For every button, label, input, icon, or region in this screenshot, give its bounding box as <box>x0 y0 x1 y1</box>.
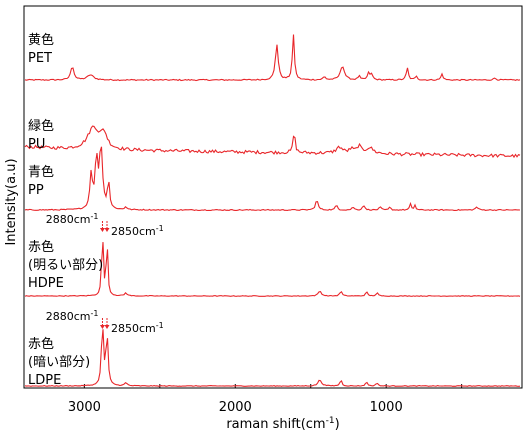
peak-arrow-head <box>104 325 110 329</box>
spectrum-line-2 <box>24 146 521 212</box>
series-label: PU <box>28 137 45 152</box>
x-axis-title: raman shift(cm-1) <box>226 416 339 432</box>
series-label: 黄色 <box>28 32 54 48</box>
series-label: 青色 <box>28 164 54 180</box>
series-label: PET <box>28 51 52 66</box>
peak-annotation: 2880cm-1 <box>46 212 99 226</box>
peak-arrow-head <box>104 228 110 232</box>
series-label: PP <box>28 183 44 198</box>
peak-annotation: 2850cm-1 <box>111 321 164 335</box>
series-label: (明るい部分) <box>28 258 103 273</box>
spectrum-line-3 <box>24 242 521 297</box>
spectrum-line-0 <box>24 34 521 82</box>
series-label: LDPE <box>28 373 61 388</box>
y-axis-title: Intensity(a.u) <box>4 158 19 245</box>
spectra-layer <box>24 34 521 387</box>
series-label: 赤色 <box>28 239 54 255</box>
series-label: (暗い部分) <box>28 355 90 370</box>
plot-frame-layer <box>23 5 523 389</box>
peak-arrow-head <box>99 325 105 329</box>
labels-layer: 3000 2000 1000 raman shift(cm-1) Intensity(a… <box>4 32 403 432</box>
spectrum-line-4 <box>24 329 521 387</box>
spectrum-line-1 <box>24 125 521 159</box>
plot-area-frame <box>23 5 523 389</box>
peak-annotation: 2880cm-1 <box>46 309 99 323</box>
x-tick-label: 1000 <box>370 400 403 415</box>
peak-annotation: 2850cm-1 <box>111 224 164 238</box>
x-tick-label: 3000 <box>68 400 101 415</box>
series-label: 赤色 <box>28 336 54 352</box>
x-tick-label: 2000 <box>219 400 252 415</box>
peak-arrow-head <box>99 228 105 232</box>
series-label: HDPE <box>28 276 64 291</box>
series-label: 緑色 <box>28 118 54 134</box>
